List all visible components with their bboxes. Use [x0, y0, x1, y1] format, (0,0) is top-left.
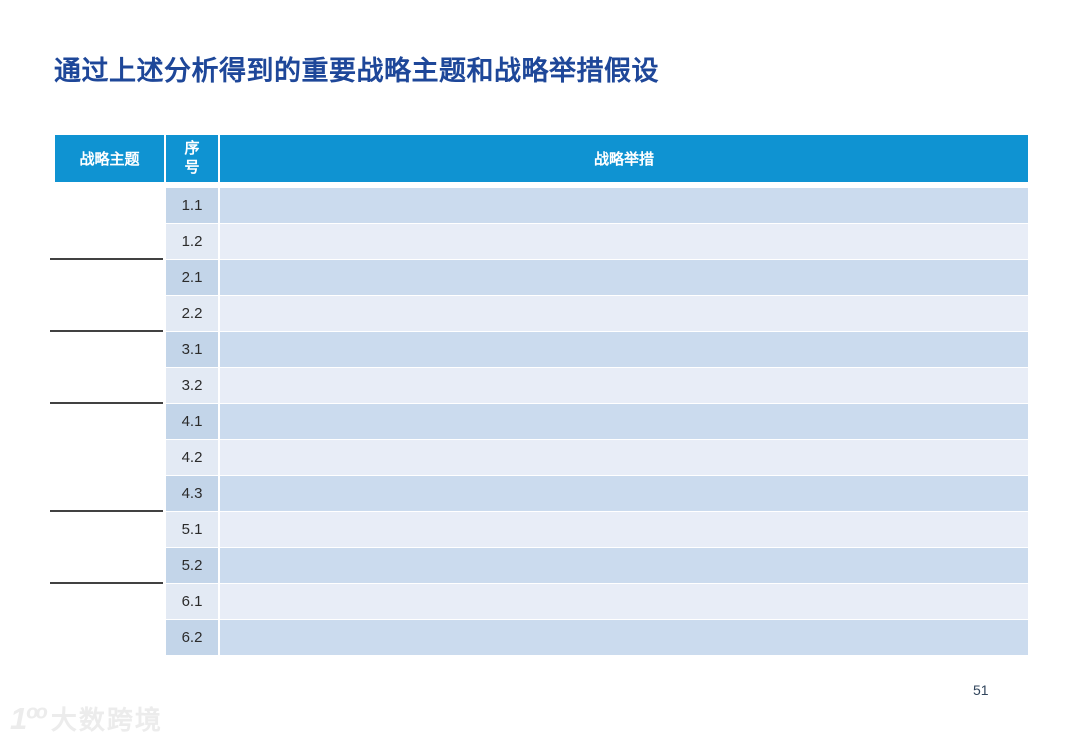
measure-cell [220, 620, 1028, 655]
theme-cell [55, 440, 164, 475]
theme-cell [50, 224, 164, 260]
measure-cell [220, 332, 1028, 367]
row-index: 5.2 [166, 548, 218, 583]
table-row: 4.2 [55, 440, 1028, 475]
theme-cell [50, 548, 164, 584]
watermark-logo-icon: 1ºº [10, 700, 46, 736]
table-row: 1.1 [55, 188, 1028, 223]
theme-cell [50, 476, 164, 512]
watermark: 1ºº 大数跨境 [10, 700, 163, 737]
table-row: 4.1 [55, 404, 1028, 439]
row-index: 6.2 [166, 620, 218, 655]
measure-cell [220, 260, 1028, 295]
watermark-text: 大数跨境 [50, 705, 163, 735]
row-index: 3.2 [166, 368, 218, 403]
measure-cell [220, 224, 1028, 259]
measure-cell [220, 512, 1028, 547]
measure-cell [220, 296, 1028, 331]
measure-cell [220, 584, 1028, 619]
table-row: 2.1 [55, 260, 1028, 295]
measure-cell [220, 368, 1028, 403]
measure-cell [220, 188, 1028, 223]
row-index: 1.2 [166, 224, 218, 259]
column-header-index: 序号 [166, 135, 218, 182]
theme-cell [55, 332, 164, 367]
table-body: 1.1 1.2 2.1 2.2 3.1 [50, 188, 1028, 655]
table-row: 1.2 [50, 224, 1028, 260]
row-index: 2.1 [166, 260, 218, 295]
theme-cell [55, 512, 164, 547]
table-header-row: 战略主题 序号 战略举措 [55, 135, 1028, 182]
row-index: 1.1 [166, 188, 218, 223]
table-row: 3.2 [50, 368, 1028, 404]
table-row: 5.2 [50, 548, 1028, 584]
strategy-table: 战略主题 序号 战略举措 1.1 1.2 2.1 2.2 [50, 135, 1028, 656]
row-index: 6.1 [166, 584, 218, 619]
row-index: 2.2 [166, 296, 218, 331]
row-index: 4.3 [166, 476, 218, 511]
row-index: 5.1 [166, 512, 218, 547]
theme-cell [55, 584, 164, 619]
table-row: 3.1 [55, 332, 1028, 367]
measure-cell [220, 404, 1028, 439]
row-index: 3.1 [166, 332, 218, 367]
column-header-theme: 战略主题 [55, 135, 164, 182]
row-index: 4.2 [166, 440, 218, 475]
page-title: 通过上述分析得到的重要战略主题和战略举措假设 [54, 56, 659, 86]
table-row: 6.1 [55, 584, 1028, 619]
theme-cell [50, 296, 164, 332]
table-row: 5.1 [55, 512, 1028, 547]
page-number: 51 [973, 682, 989, 698]
measure-cell [220, 440, 1028, 475]
table-row: 6.2 [55, 620, 1028, 655]
measure-cell [220, 476, 1028, 511]
theme-cell [55, 260, 164, 295]
theme-cell [55, 620, 164, 655]
measure-cell [220, 548, 1028, 583]
table-row: 4.3 [50, 476, 1028, 512]
theme-cell [55, 188, 164, 223]
theme-cell [55, 404, 164, 439]
table-row: 2.2 [50, 296, 1028, 332]
row-index: 4.1 [166, 404, 218, 439]
theme-cell [50, 368, 164, 404]
column-header-measure: 战略举措 [220, 135, 1028, 182]
